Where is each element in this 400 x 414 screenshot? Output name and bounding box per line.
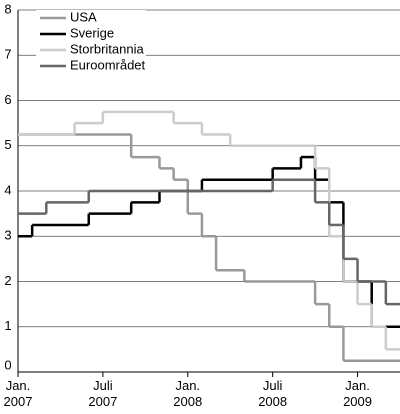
y-tick-label: 1 xyxy=(4,318,11,333)
legend-label: USA xyxy=(70,9,97,24)
legend-bg xyxy=(36,10,146,26)
x-tick-label: Jan. 2008 xyxy=(173,378,203,409)
y-tick-label: 6 xyxy=(4,92,11,107)
legend-label: Euroområdet xyxy=(70,57,146,72)
legend-label: Sverige xyxy=(70,25,114,40)
x-tick-label: Juli 2008 xyxy=(258,378,288,409)
legend-bg xyxy=(36,42,146,58)
y-tick-label: 0 xyxy=(4,357,11,372)
x-tick-label: Juli 2007 xyxy=(88,378,118,409)
x-tick-label: Jan. 2009 xyxy=(343,378,372,409)
y-tick-label: 4 xyxy=(4,182,11,197)
legend-bg xyxy=(36,26,146,42)
legend-bg xyxy=(36,58,146,74)
y-tick-label: 7 xyxy=(4,47,11,62)
y-tick-label: 5 xyxy=(4,137,11,152)
legend-label: Storbritannia xyxy=(70,41,144,56)
y-tick-label: 3 xyxy=(4,228,11,243)
x-tick-label: Jan. 2007 xyxy=(3,378,33,409)
y-tick-label: 8 xyxy=(4,1,11,16)
y-tick-label: 2 xyxy=(4,273,11,288)
